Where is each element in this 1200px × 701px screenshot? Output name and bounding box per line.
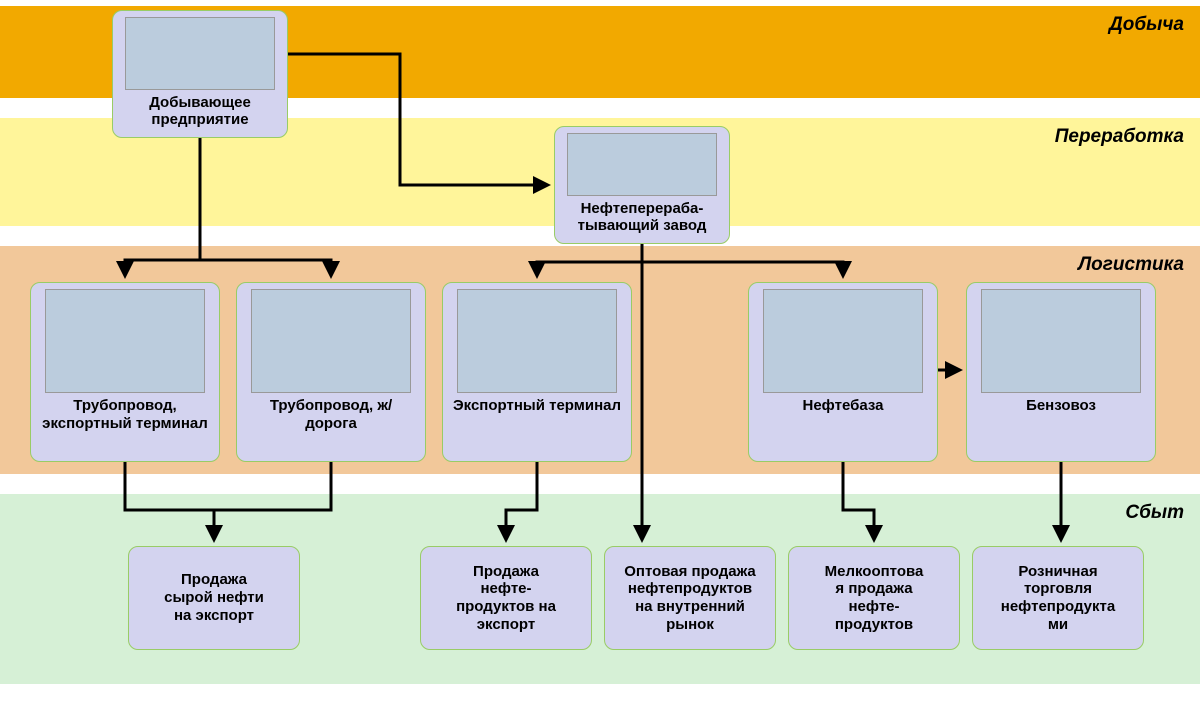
node-label: Мелкооптовая продажанефте-продуктов bbox=[825, 563, 924, 634]
node-image bbox=[981, 289, 1141, 393]
node-label: Экспортный терминал bbox=[453, 397, 621, 415]
node-n_truck: Бензовоз bbox=[966, 282, 1156, 462]
node-label: Розничнаяторговлянефтепродуктами bbox=[1001, 563, 1115, 634]
node-label: Трубопровод, ж/дорога bbox=[245, 397, 417, 432]
node-image bbox=[251, 289, 411, 393]
node-image bbox=[125, 17, 275, 90]
band-label: Переработка bbox=[1055, 126, 1184, 148]
node-label: Продажасырой нефтина экспорт bbox=[164, 571, 264, 624]
node-label: Продажанефте-продуктов наэкспорт bbox=[456, 563, 556, 634]
node-n_depot: Нефтебаза bbox=[748, 282, 938, 462]
node-s_crude: Продажасырой нефтина экспорт bbox=[128, 546, 300, 650]
node-image bbox=[567, 133, 717, 196]
node-label: Бензовоз bbox=[1026, 397, 1096, 415]
band-label: Логистика bbox=[1078, 254, 1184, 276]
node-s_wholesale: Оптовая продажанефтепродуктовна внутренн… bbox=[604, 546, 776, 650]
node-image bbox=[763, 289, 923, 393]
node-label: Добывающее предприятие bbox=[121, 94, 279, 129]
node-image bbox=[45, 289, 205, 393]
node-s_retail: Розничнаяторговлянефтепродуктами bbox=[972, 546, 1144, 650]
node-n_pipe_rail: Трубопровод, ж/дорога bbox=[236, 282, 426, 462]
band-label: Добыча bbox=[1109, 14, 1184, 36]
node-s_small: Мелкооптовая продажанефте-продуктов bbox=[788, 546, 960, 650]
node-label: Трубопровод, экспортный терминал bbox=[39, 397, 211, 432]
band-label: Сбыт bbox=[1125, 502, 1184, 524]
node-n_extract: Добывающее предприятие bbox=[112, 10, 288, 138]
node-n_exp_term: Экспортный терминал bbox=[442, 282, 632, 462]
node-n_pipe_exp: Трубопровод, экспортный терминал bbox=[30, 282, 220, 462]
node-s_prod_exp: Продажанефте-продуктов наэкспорт bbox=[420, 546, 592, 650]
node-image bbox=[457, 289, 617, 393]
node-label: Оптовая продажанефтепродуктовна внутренн… bbox=[624, 563, 756, 634]
node-label: Нефтебаза bbox=[803, 397, 884, 415]
node-label: Нефтеперераба-тывающий завод bbox=[578, 200, 707, 235]
node-n_refinery: Нефтеперераба-тывающий завод bbox=[554, 126, 730, 244]
